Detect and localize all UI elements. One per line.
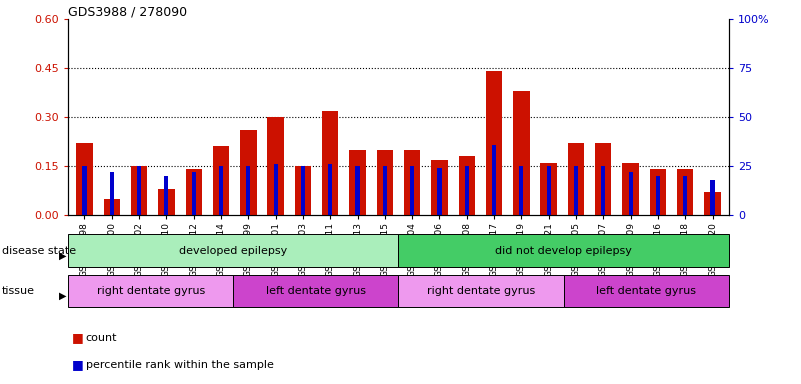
Bar xyxy=(431,160,448,215)
Bar xyxy=(328,164,332,215)
Bar xyxy=(568,143,584,215)
Bar xyxy=(683,176,687,215)
Bar xyxy=(519,166,523,215)
Bar xyxy=(186,169,202,215)
Bar xyxy=(233,275,398,307)
Bar xyxy=(213,147,229,215)
Text: right dentate gyrus: right dentate gyrus xyxy=(97,286,205,296)
Bar xyxy=(158,189,175,215)
Bar xyxy=(541,163,557,215)
Bar xyxy=(110,172,114,215)
Bar xyxy=(513,91,529,215)
Bar xyxy=(246,166,251,215)
Text: ■: ■ xyxy=(72,331,84,344)
Bar xyxy=(398,234,729,267)
Bar xyxy=(629,172,633,215)
Bar xyxy=(322,111,338,215)
Bar xyxy=(710,180,714,215)
Text: ■: ■ xyxy=(72,358,84,371)
Bar xyxy=(622,163,638,215)
Bar xyxy=(191,172,195,215)
Bar xyxy=(602,166,606,215)
Bar xyxy=(492,144,496,215)
Bar xyxy=(295,166,311,215)
Text: GDS3988 / 278090: GDS3988 / 278090 xyxy=(68,5,187,18)
Bar xyxy=(376,150,393,215)
Text: left dentate gyrus: left dentate gyrus xyxy=(266,286,366,296)
Bar xyxy=(704,192,721,215)
Bar xyxy=(68,275,233,307)
Bar xyxy=(349,150,366,215)
Bar xyxy=(458,156,475,215)
Bar xyxy=(437,168,441,215)
Text: ▶: ▶ xyxy=(58,250,66,260)
Bar xyxy=(574,166,578,215)
Bar xyxy=(650,169,666,215)
Bar xyxy=(356,166,360,215)
Bar xyxy=(164,176,168,215)
Text: right dentate gyrus: right dentate gyrus xyxy=(427,286,535,296)
Bar xyxy=(595,143,611,215)
Bar xyxy=(383,166,387,215)
Bar xyxy=(564,275,729,307)
Text: tissue: tissue xyxy=(2,286,34,296)
Bar xyxy=(546,166,551,215)
Bar xyxy=(465,166,469,215)
Bar xyxy=(274,164,278,215)
Text: disease state: disease state xyxy=(2,245,76,256)
Text: developed epilepsy: developed epilepsy xyxy=(179,245,288,256)
Bar xyxy=(76,143,93,215)
Text: count: count xyxy=(86,333,117,343)
Bar xyxy=(486,71,502,215)
Bar xyxy=(83,166,87,215)
Text: percentile rank within the sample: percentile rank within the sample xyxy=(86,360,274,370)
Bar xyxy=(240,130,256,215)
Bar xyxy=(131,166,147,215)
Bar xyxy=(268,117,284,215)
Bar xyxy=(677,169,694,215)
Bar xyxy=(137,166,141,215)
Bar xyxy=(410,166,414,215)
Bar xyxy=(301,166,305,215)
Bar xyxy=(656,176,660,215)
Bar xyxy=(398,275,564,307)
Bar xyxy=(219,166,223,215)
Bar xyxy=(68,234,398,267)
Bar xyxy=(103,199,120,215)
Text: did not develop epilepsy: did not develop epilepsy xyxy=(495,245,632,256)
Bar xyxy=(404,150,421,215)
Text: ▶: ▶ xyxy=(58,291,66,301)
Text: left dentate gyrus: left dentate gyrus xyxy=(596,286,696,296)
